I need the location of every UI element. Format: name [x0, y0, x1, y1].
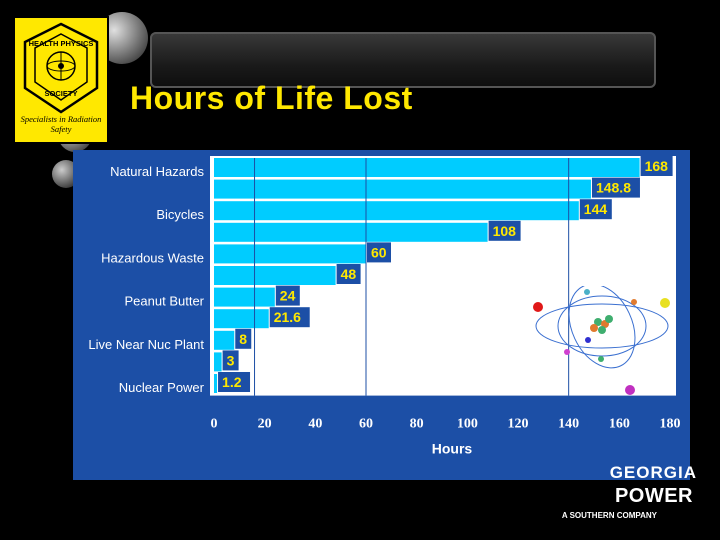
value-label-box: [640, 156, 673, 176]
value-label-box: [367, 242, 391, 263]
bar: [214, 374, 218, 393]
value-label: 108: [493, 223, 517, 239]
reference-line-label: Anti-Nukes: [370, 268, 429, 282]
value-label-box: [275, 285, 300, 306]
category-label: Live Near Nuc Plant: [88, 337, 204, 352]
category-label: Nuclear Power: [119, 380, 205, 395]
bar: [214, 244, 366, 264]
x-tick-label: 80: [410, 417, 424, 432]
x-tick-label: 180: [660, 417, 681, 432]
reference-line-label: Government: [259, 376, 326, 390]
slide-title: Hours of Life Lost: [130, 80, 413, 116]
value-label: 148.8: [596, 180, 631, 196]
logo-ring-text-bottom: SOCIETY: [45, 89, 78, 98]
x-tick-label: 100: [457, 417, 478, 432]
x-tick-label: 160: [609, 417, 630, 432]
value-label: 168: [645, 158, 669, 174]
bar: [214, 266, 336, 285]
bar: [214, 330, 235, 350]
value-label: 24: [280, 288, 296, 304]
value-label-box: [336, 264, 361, 284]
x-tick-label: 0: [211, 417, 218, 432]
value-label: 8: [239, 331, 247, 347]
value-label: 3: [227, 352, 235, 368]
atom-graphic: [533, 286, 670, 395]
bar: [214, 201, 579, 221]
bar: [214, 309, 269, 329]
bar: [214, 158, 640, 177]
company-name-2: POWER: [615, 485, 693, 507]
bar: [214, 222, 488, 242]
company-tagline: A SOUTHERN COMPANY: [562, 511, 658, 520]
category-label: Peanut Butter: [125, 294, 205, 309]
value-label-box: [579, 199, 612, 220]
value-label-box: [488, 220, 521, 241]
value-label: 1.2: [222, 374, 242, 390]
category-label: Hazardous Waste: [101, 250, 204, 265]
x-axis-label: Hours: [432, 441, 473, 457]
company-logo: GEORGIA POWER A SOUTHERN COMPANY: [562, 463, 697, 520]
x-tick-label: 40: [308, 417, 322, 432]
value-label-box: [269, 307, 310, 328]
header-bar: [150, 32, 656, 88]
x-tick-label: 120: [508, 417, 529, 432]
category-label: Natural Hazards: [110, 164, 204, 179]
bar: [214, 287, 275, 307]
value-label-box: [222, 350, 239, 371]
logo-ring-text-top: HEALTH PHYSICS: [29, 39, 94, 48]
value-label: 60: [371, 244, 387, 260]
x-tick-label: 60: [359, 417, 373, 432]
bar: [214, 179, 591, 199]
value-label: 144: [584, 201, 608, 217]
value-label-box: [591, 177, 640, 198]
value-label-box: [218, 372, 251, 392]
x-tick-label: 140: [558, 417, 579, 432]
value-label: 48: [341, 266, 357, 282]
value-label-box: [235, 328, 252, 349]
logo-caption: Specialists in Radiation Safety: [20, 114, 102, 134]
company-name-1: GEORGIA: [610, 463, 697, 482]
value-label: 21.6: [274, 309, 301, 325]
bar: [214, 352, 222, 372]
category-label: Bicycles: [156, 207, 204, 222]
health-physics-society-logo: HEALTH PHYSICS SOCIETY Specialists in Ra…: [13, 16, 109, 144]
x-tick-label: 20: [258, 417, 272, 432]
